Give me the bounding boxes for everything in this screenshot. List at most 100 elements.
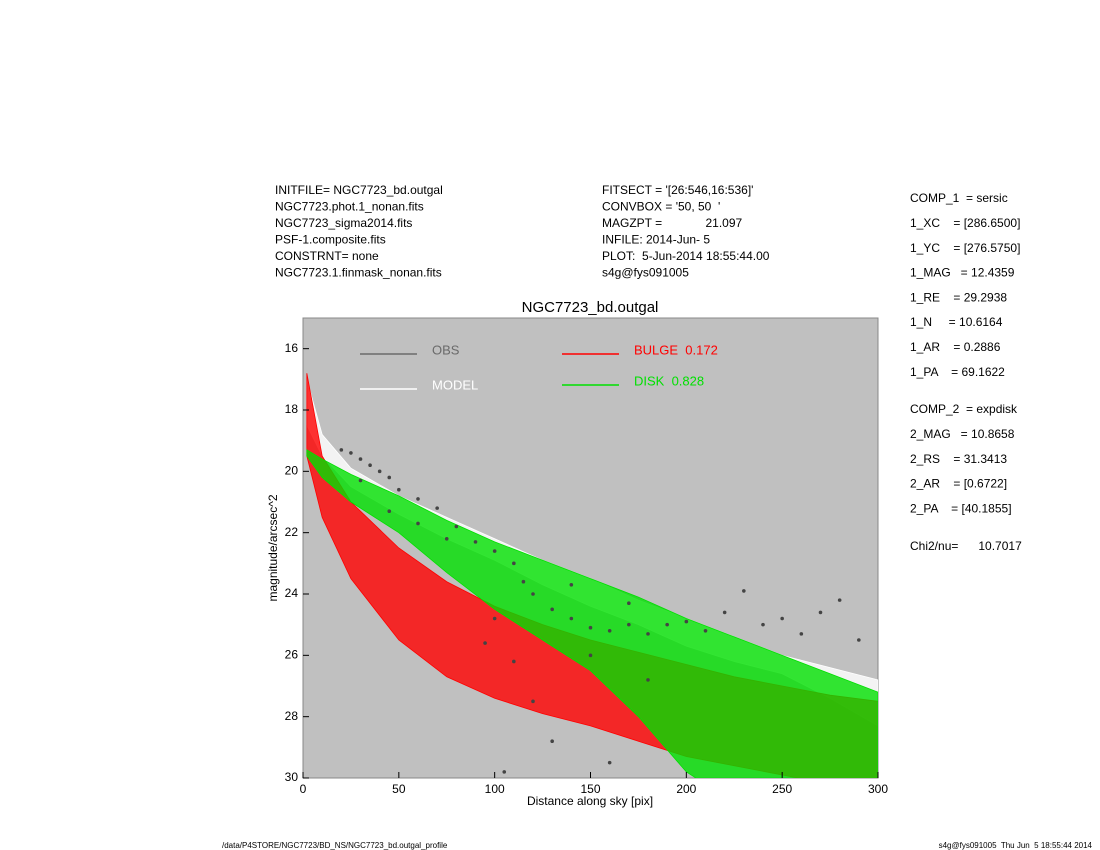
legend-label: BULGE 0.172 bbox=[634, 342, 718, 357]
y-tick-label: 24 bbox=[285, 586, 299, 600]
obs-point bbox=[569, 616, 574, 621]
y-tick-label: 20 bbox=[285, 464, 299, 478]
parameter: COMP_1 = sersic bbox=[910, 191, 1008, 205]
obs-point bbox=[761, 622, 765, 627]
obs-point bbox=[550, 607, 554, 612]
y-tick-label: 22 bbox=[285, 525, 299, 539]
parameter: 2_RS = 31.3413 bbox=[910, 452, 1007, 466]
header-line: CONSTRNT= none bbox=[275, 249, 379, 263]
obs-point bbox=[588, 653, 593, 658]
y-tick-label: 30 bbox=[285, 770, 299, 784]
obs-point bbox=[521, 579, 526, 584]
footer-path: /data/P4STORE/NGC7723/BD_NS/NGC7723_bd.o… bbox=[222, 841, 448, 850]
obs-point bbox=[377, 469, 382, 474]
obs-point bbox=[742, 589, 746, 593]
legend-label: MODEL bbox=[432, 377, 478, 392]
header-line: NGC7723_sigma2014.fits bbox=[275, 216, 412, 230]
parameter: 2_PA = [40.1855] bbox=[910, 501, 1012, 515]
obs-point bbox=[358, 478, 363, 483]
obs-point bbox=[416, 497, 420, 501]
x-tick-label: 300 bbox=[868, 782, 888, 796]
profile-band bbox=[306, 449, 878, 778]
x-tick-label: 150 bbox=[580, 782, 600, 796]
obs-point bbox=[483, 641, 487, 645]
parameter: 1_MAG = 12.4359 bbox=[910, 266, 1015, 280]
y-axis-label: magnitude/arcsec^2 bbox=[266, 494, 280, 601]
obs-point bbox=[502, 770, 507, 774]
obs-point bbox=[627, 622, 631, 627]
obs-point bbox=[512, 659, 516, 664]
y-tick-label: 16 bbox=[285, 341, 299, 355]
y-tick-label: 28 bbox=[285, 709, 299, 723]
header-line: PSF-1.composite.fits bbox=[275, 233, 386, 247]
parameter: 2_MAG = 10.8658 bbox=[910, 427, 1015, 441]
obs-point bbox=[473, 540, 478, 544]
obs-point bbox=[780, 616, 784, 621]
obs-point bbox=[339, 448, 344, 452]
parameter: 2_AR = [0.6722] bbox=[910, 477, 1007, 491]
obs-point bbox=[646, 678, 650, 682]
parameter: COMP_2 = expdisk bbox=[910, 402, 1018, 416]
obs-point bbox=[857, 638, 861, 642]
obs-point bbox=[435, 506, 439, 510]
obs-point bbox=[492, 616, 497, 621]
obs-point bbox=[607, 760, 612, 765]
header-line: INITFILE= NGC7723_bd.outgal bbox=[275, 183, 443, 197]
profile-band bbox=[306, 373, 878, 778]
parameter: 1_AR = 0.2886 bbox=[910, 340, 1001, 354]
obs-point bbox=[607, 629, 612, 633]
obs-point bbox=[569, 583, 574, 587]
header-line: NGC7723.1.finmask_nonan.fits bbox=[275, 266, 442, 280]
footer-stamp: s4g@fys091005 Thu Jun 5 18:55:44 2014 bbox=[939, 841, 1093, 850]
obs-point bbox=[722, 610, 727, 615]
parameter: 1_RE = 29.2938 bbox=[910, 290, 1007, 304]
obs-point bbox=[492, 549, 497, 553]
header-line: s4g@fys091005 bbox=[602, 266, 689, 280]
obs-point bbox=[627, 601, 631, 605]
obs-point bbox=[349, 451, 353, 455]
header-line: INFILE: 2014-Jun- 5 bbox=[602, 233, 710, 247]
obs-point bbox=[416, 521, 420, 526]
obs-point bbox=[550, 739, 554, 743]
x-tick-label: 50 bbox=[392, 782, 406, 796]
obs-point bbox=[397, 487, 401, 492]
obs-point bbox=[387, 509, 392, 513]
x-axis-label: Distance along sky [pix] bbox=[527, 794, 653, 808]
obs-point bbox=[444, 537, 449, 541]
obs-point bbox=[646, 632, 650, 636]
x-tick-label: 100 bbox=[485, 782, 505, 796]
obs-point bbox=[684, 619, 689, 624]
plot-area bbox=[306, 373, 878, 778]
obs-point bbox=[368, 463, 372, 468]
obs-point bbox=[454, 524, 459, 529]
obs-point bbox=[387, 475, 392, 480]
obs-point bbox=[531, 699, 535, 704]
header-line: PLOT: 5-Jun-2014 18:55:44.00 bbox=[602, 249, 770, 263]
header-line: FITSECT = '[26:546,16:536]' bbox=[602, 183, 753, 197]
chart-title: NGC7723_bd.outgal bbox=[522, 299, 659, 316]
x-tick-label: 200 bbox=[676, 782, 696, 796]
obs-point bbox=[837, 598, 842, 602]
x-tick-label: 250 bbox=[772, 782, 792, 796]
chi2: Chi2/nu= 10.7017 bbox=[910, 539, 1022, 553]
obs-point bbox=[665, 622, 669, 627]
y-tick-label: 26 bbox=[285, 648, 299, 662]
legend-label: DISK 0.828 bbox=[634, 373, 704, 388]
header-line: NGC7723.phot.1_nonan.fits bbox=[275, 200, 424, 214]
y-tick-label: 18 bbox=[285, 402, 299, 416]
obs-point bbox=[588, 625, 593, 630]
obs-point bbox=[818, 610, 823, 615]
obs-point bbox=[799, 632, 804, 636]
obs-point bbox=[703, 629, 708, 633]
header-line: MAGZPT = 21.097 bbox=[602, 216, 742, 230]
obs-point bbox=[512, 561, 516, 566]
parameter: 1_PA = 69.1622 bbox=[910, 365, 1005, 379]
obs-point bbox=[531, 592, 535, 596]
parameter: 1_N = 10.6164 bbox=[910, 315, 1003, 329]
legend-label: OBS bbox=[432, 342, 460, 357]
x-tick-label: 0 bbox=[300, 782, 307, 796]
parameter: 1_YC = [276.5750] bbox=[910, 241, 1020, 255]
header-line: CONVBOX = '50, 50 ' bbox=[602, 200, 720, 214]
